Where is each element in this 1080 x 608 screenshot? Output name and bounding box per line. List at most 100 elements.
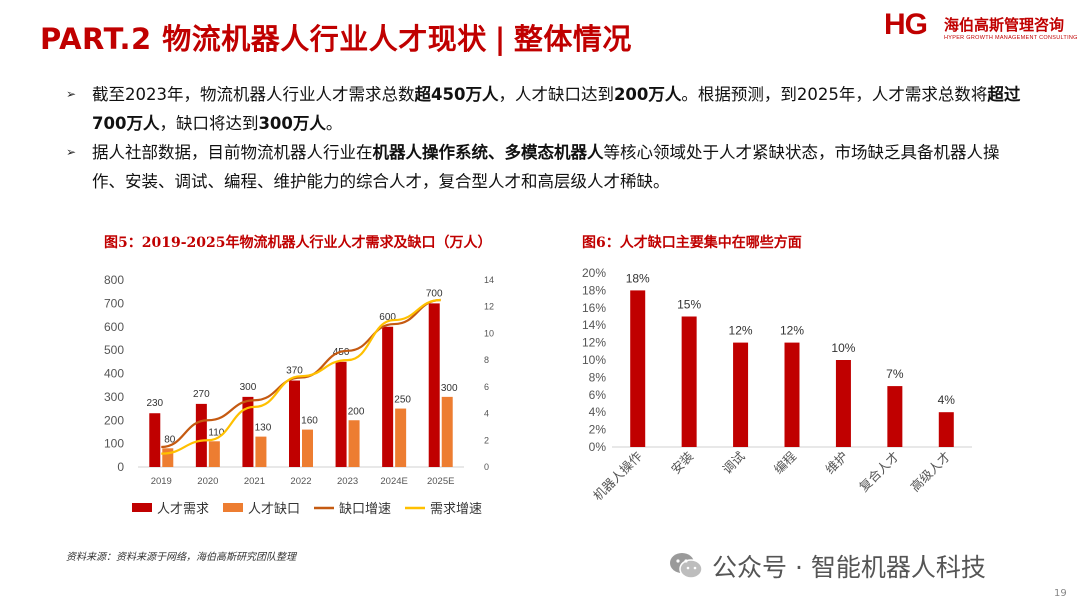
demand-data-label: 600 — [379, 312, 396, 323]
bar-data-label: 18% — [626, 271, 650, 285]
figure-6-caption: 图6：人才缺口主要集中在哪些方面 — [582, 235, 802, 251]
bar-demand — [428, 303, 440, 467]
page-title: PART.2 物流机器人行业人才现状 | 整体情况 — [40, 16, 632, 58]
y-left-tick-label: 200 — [104, 413, 124, 427]
x-tick-label: 安装 — [668, 449, 696, 477]
bullet-text-1: 截至2023年，物流机器人行业人才需求总数超450万人，人才缺口达到200万人。… — [92, 85, 1020, 133]
bar-gap-area — [784, 342, 800, 447]
bar-gap — [255, 436, 267, 467]
y-tick-label: 12% — [582, 336, 606, 350]
logo-name-en: HYPER GROWTH MANAGEMENT CONSULTING — [944, 35, 1078, 41]
line-demand-growth — [161, 298, 441, 455]
x-tick-label: 编程 — [771, 448, 800, 477]
y-left-tick-label: 800 — [104, 273, 124, 287]
y-right-tick-label: 8 — [484, 355, 489, 365]
y-left-tick-label: 100 — [104, 437, 124, 451]
bullet-arrow-icon: ➢ — [66, 87, 77, 101]
legend-gap-label: 人才缺口 — [248, 502, 300, 517]
bar-gap — [208, 441, 220, 467]
y-right-tick-label: 0 — [484, 462, 489, 472]
bar-demand — [335, 361, 347, 467]
bar-data-label: 12% — [729, 324, 753, 338]
y-right-tick-label: 14 — [484, 275, 494, 285]
bar-demand — [289, 380, 300, 467]
legend-demand-label: 人才需求 — [157, 502, 209, 517]
bullet-text-run: 。 — [325, 114, 343, 133]
x-tick-label: 2022 — [290, 476, 311, 487]
bar-demand — [242, 396, 254, 467]
legend-demand-swatch — [132, 503, 152, 512]
company-logo: HG 海伯高斯管理咨询 HYPER GROWTH MANAGEMENT CONS… — [884, 8, 1077, 50]
bar-demand — [149, 413, 161, 467]
y-tick-label: 2% — [589, 423, 607, 437]
talent-gap-areas-chart: 0% 2% 4% 6% 8% 10% 12% 14% 16% 18% 20% 18% 机器人操作 15% 安… — [582, 266, 972, 503]
bullet-text-run: ，人才缺口达到 — [498, 85, 614, 104]
y-right-tick-label: 10 — [484, 328, 494, 338]
bullet-bold-run: 超过700万人 — [92, 85, 1021, 133]
bar-gap-area — [630, 290, 646, 447]
bullet-item-2: ➢ 据人社部数据，目前物流机器人行业在机器人操作系统、多模态机器人等核心领域处于… — [66, 138, 1026, 196]
bullet-text-run: 等核心领域处于人才紧缺状态，市场缺乏具备机器人操作、安装、调试、编程、维护能力的… — [92, 143, 1000, 191]
bullet-bold-run: 200万人 — [613, 85, 682, 104]
bar-data-label: 7% — [886, 367, 904, 381]
bar-gap-area — [733, 342, 749, 447]
demand-data-label: 270 — [193, 389, 210, 400]
page-title-main: PART.2 物流机器人行业人才现状 — [40, 22, 487, 56]
page-title-separator: | — [494, 22, 506, 56]
line-gap-growth — [161, 298, 441, 449]
bullet-text-run: 截至2023年，物流机器人行业人才需求总数 — [92, 85, 415, 104]
bar-gap-area — [835, 360, 851, 447]
y-tick-label: 14% — [582, 318, 606, 332]
x-tick-label: 2024E — [380, 476, 407, 487]
bar-gap — [441, 396, 453, 467]
gap-data-label: 110 — [208, 427, 224, 438]
demand-data-label: 230 — [146, 398, 163, 409]
y-left-tick-label: 300 — [104, 390, 124, 404]
demand-data-label: 370 — [286, 366, 303, 377]
bar-gap-area — [938, 412, 954, 447]
demand-data-label: 300 — [240, 382, 257, 393]
x-tick-label: 2021 — [244, 476, 265, 487]
watermark-text: 公众号 · 智能机器人科技 — [712, 553, 986, 582]
bullet-bold-run: 超450万人 — [414, 85, 499, 104]
logo-name-cn: 海伯高斯管理咨询 — [944, 16, 1065, 34]
bullet-item-1: ➢ 截至2023年，物流机器人行业人才需求总数超450万人，人才缺口达到200万… — [66, 80, 1026, 138]
gap-data-label: 80 — [164, 434, 176, 445]
y-right-tick-label: 12 — [484, 302, 494, 312]
bar-gap-area — [887, 386, 903, 447]
bullet-bold-run: 机器人操作系统、多模态机器人 — [372, 143, 604, 162]
y-tick-label: 18% — [582, 283, 606, 297]
bullet-text-run: ，缺口将达到 — [159, 114, 259, 133]
y-tick-label: 4% — [589, 405, 607, 419]
y-tick-label: 8% — [589, 370, 607, 384]
bar-gap — [302, 429, 313, 467]
y-tick-label: 0% — [589, 440, 607, 454]
y-tick-label: 6% — [589, 388, 607, 402]
gap-data-label: 300 — [441, 383, 458, 394]
x-tick-label: 复合人才 — [856, 449, 902, 495]
x-tick-label: 调试 — [719, 448, 748, 477]
legend-gap-growth-label: 缺口增速 — [339, 502, 391, 517]
x-tick-label: 2019 — [151, 476, 172, 487]
demand-data-label: 700 — [426, 288, 443, 299]
bullet-text-2: 据人社部数据，目前物流机器人行业在机器人操作系统、多模态机器人等核心领域处于人才… — [92, 143, 1000, 191]
bar-gap — [348, 420, 360, 467]
wechat-icon — [670, 553, 703, 579]
page-title-sub: 整体情况 — [513, 22, 632, 56]
x-tick-label: 2020 — [197, 476, 218, 487]
bullet-text-run: 据人社部数据，目前物流机器人行业在 — [92, 143, 373, 162]
y-left-tick-label: 500 — [104, 343, 124, 357]
logo-mark: HG — [884, 8, 928, 41]
y-right-tick-label: 6 — [484, 382, 489, 392]
y-right-tick-label: 4 — [484, 409, 489, 419]
y-left-tick-label: 700 — [104, 296, 124, 310]
gap-data-label: 130 — [255, 423, 272, 434]
x-tick-label: 维护 — [822, 449, 850, 477]
gap-data-label: 160 — [301, 416, 318, 427]
y-left-tick-label: 600 — [104, 320, 124, 334]
y-tick-label: 16% — [582, 301, 606, 315]
bullet-arrow-icon: ➢ — [66, 145, 77, 159]
x-tick-label: 2023 — [337, 476, 358, 487]
legend-demand-growth-label: 需求增速 — [430, 502, 482, 517]
figure-5-caption: 图5：2019-2025年物流机器人行业人才需求及缺口（万人） — [104, 235, 492, 251]
